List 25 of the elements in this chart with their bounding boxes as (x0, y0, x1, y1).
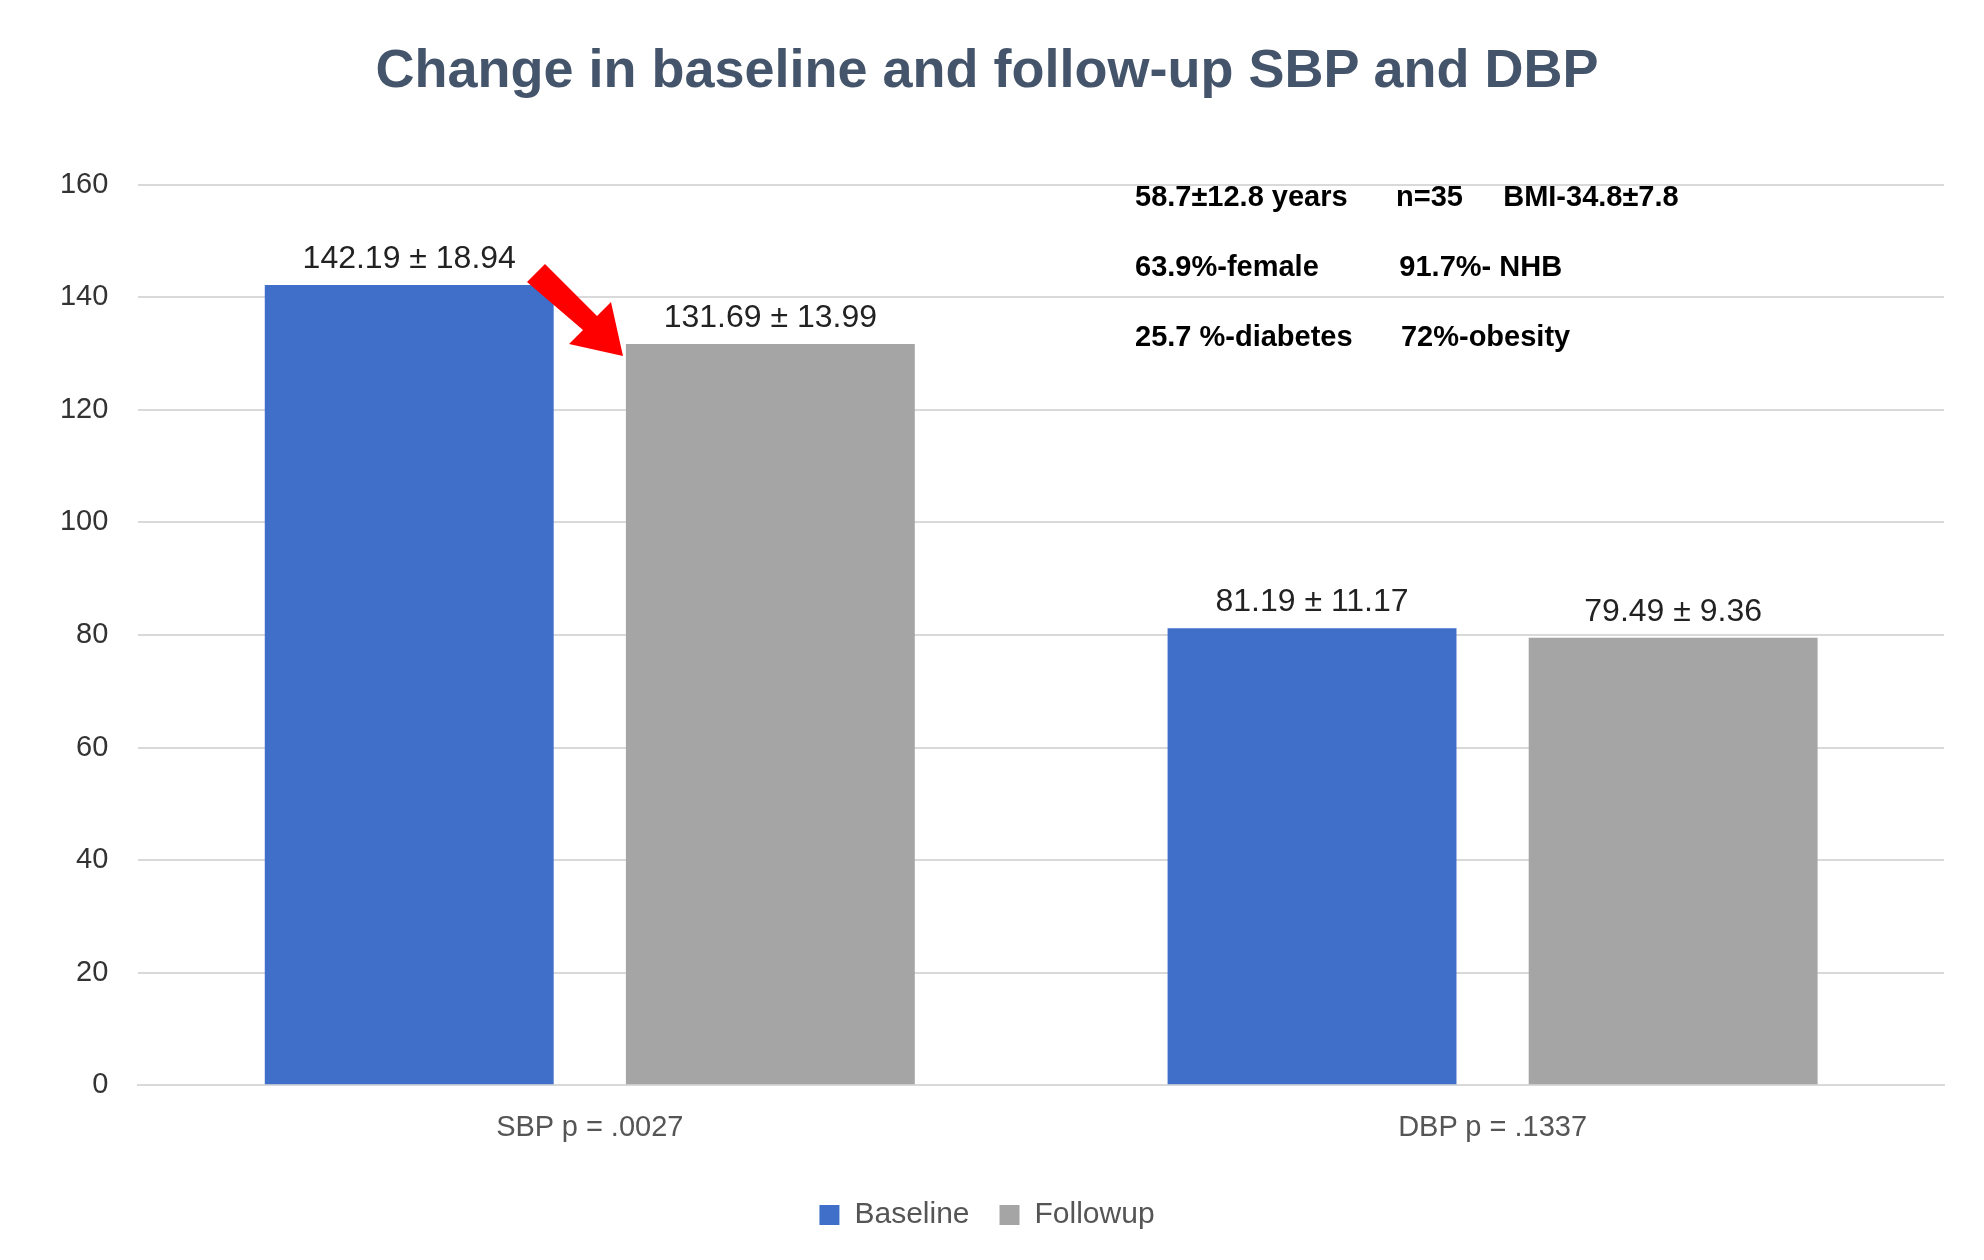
bar (1167, 628, 1457, 1085)
bar (625, 344, 915, 1085)
legend-label: Followup (1034, 1196, 1155, 1230)
y-tick-label: 120 (59, 391, 109, 424)
data-label: 131.69 ± 13.99 (663, 297, 877, 334)
data-label: 142.19 ± 18.94 (302, 238, 516, 275)
bar (264, 285, 554, 1085)
data-label: 81.19 ± 11.17 (1215, 582, 1409, 619)
annotation: 25.7 %-diabetes 72%-obesity (1135, 320, 1572, 354)
annotation: 58.7±12.8 years n=35 BMI-34.8±7.8 (1135, 180, 1679, 214)
y-tick-label: 60 (76, 729, 109, 762)
annotation: 63.9%-female 91.7%- NHB (1135, 250, 1564, 284)
bar (1528, 637, 1818, 1085)
y-tick-label: 100 (59, 504, 109, 537)
y-tick-label: 80 (76, 617, 109, 649)
y-tick-label: 40 (76, 842, 109, 875)
x-tick-label: SBP p = .0027 (496, 1109, 684, 1142)
y-tick-label: 20 (76, 954, 109, 987)
y-tick-label: 160 (59, 166, 109, 199)
y-tick-label: 140 (59, 279, 109, 312)
legend-label: Baseline (854, 1196, 970, 1230)
chart-title: Change in baseline and follow-up SBP and DBP (375, 38, 1599, 99)
x-tick-label: DBP p = .1337 (1398, 1109, 1588, 1142)
data-label: 79.49 ± 9.36 (1584, 591, 1763, 628)
y-tick-label: 0 (92, 1067, 109, 1100)
